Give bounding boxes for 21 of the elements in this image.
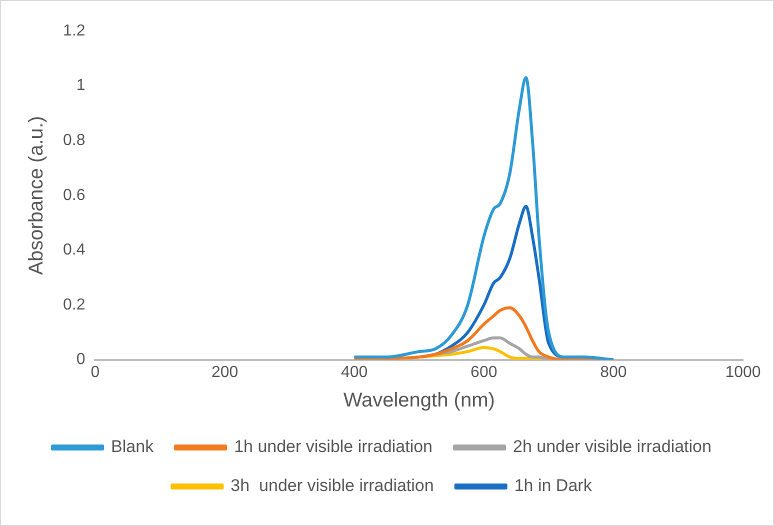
x-axis-title: Wavelength (nm)	[343, 390, 495, 412]
y-tick-label: 0.4	[62, 242, 86, 259]
y-tick-label: 0	[76, 351, 86, 368]
y-tick-label: 1.2	[62, 22, 86, 40]
x-tick-label: 600	[470, 364, 498, 381]
y-tick-label: 0.8	[62, 132, 86, 150]
x-tick-label: 800	[600, 364, 627, 381]
line-series	[352, 76, 615, 360]
x-tick-label: 1000	[725, 364, 761, 381]
y-tick-label: 0.6	[62, 186, 86, 204]
x-tick-label: 0	[90, 364, 100, 381]
legend-label: 1h under visible irradiation	[234, 437, 433, 456]
legend-label: 2h under visible irradiation	[513, 437, 712, 456]
y-tick-label: 1	[76, 77, 86, 94]
x-tick-label: 400	[340, 364, 368, 381]
y-axis-title: Absorbance (a.u.)	[26, 116, 48, 275]
legend-label: 3h under visible irradiation	[230, 476, 434, 496]
x-tick-label: 200	[211, 364, 238, 381]
legend-label: 1h in Dark	[514, 476, 592, 496]
y-tick-label: 0.2	[62, 296, 86, 314]
legend-label: Blank	[111, 437, 154, 456]
